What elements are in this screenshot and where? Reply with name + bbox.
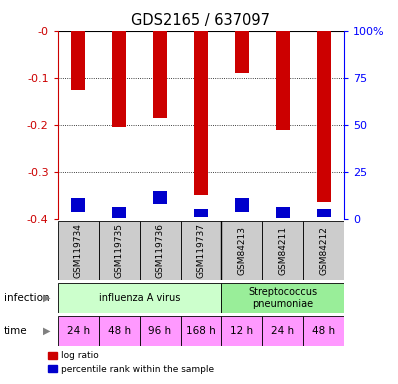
Bar: [276, 31, 290, 129]
Text: 12 h: 12 h: [230, 326, 254, 336]
Text: GSM119735: GSM119735: [115, 223, 124, 278]
FancyBboxPatch shape: [303, 221, 344, 280]
Text: 24 h: 24 h: [66, 326, 90, 336]
Bar: [194, 31, 208, 195]
FancyBboxPatch shape: [181, 316, 221, 346]
Text: 48 h: 48 h: [312, 326, 336, 336]
Text: influenza A virus: influenza A virus: [99, 293, 180, 303]
Title: GDS2165 / 637097: GDS2165 / 637097: [131, 13, 271, 28]
Bar: [153, 191, 167, 204]
Text: 24 h: 24 h: [271, 326, 295, 336]
Bar: [317, 209, 331, 217]
Text: GSM84211: GSM84211: [278, 226, 287, 275]
FancyBboxPatch shape: [58, 221, 99, 280]
Bar: [153, 31, 167, 118]
Text: time: time: [4, 326, 27, 336]
FancyBboxPatch shape: [58, 283, 221, 313]
Text: Streptococcus
pneumoniae: Streptococcus pneumoniae: [248, 287, 318, 309]
Bar: [235, 198, 249, 212]
Bar: [276, 207, 290, 218]
Bar: [112, 207, 126, 218]
Legend: log ratio, percentile rank within the sample: log ratio, percentile rank within the sa…: [44, 348, 217, 377]
Bar: [71, 198, 85, 212]
Bar: [112, 31, 126, 127]
FancyBboxPatch shape: [221, 221, 262, 280]
FancyBboxPatch shape: [99, 221, 140, 280]
Text: GSM119734: GSM119734: [74, 223, 83, 278]
FancyBboxPatch shape: [140, 221, 181, 280]
Text: 96 h: 96 h: [148, 326, 172, 336]
FancyBboxPatch shape: [140, 316, 181, 346]
Text: GSM84212: GSM84212: [319, 226, 328, 275]
Text: GSM119737: GSM119737: [197, 223, 205, 278]
Text: 48 h: 48 h: [107, 326, 131, 336]
Text: ▶: ▶: [43, 293, 51, 303]
FancyBboxPatch shape: [221, 283, 344, 313]
Text: ▶: ▶: [43, 326, 51, 336]
Text: GSM84213: GSM84213: [238, 226, 246, 275]
Text: GSM119736: GSM119736: [156, 223, 164, 278]
FancyBboxPatch shape: [221, 316, 262, 346]
Bar: [71, 31, 85, 89]
Bar: [235, 31, 249, 73]
FancyBboxPatch shape: [303, 316, 344, 346]
FancyBboxPatch shape: [262, 316, 303, 346]
Text: infection: infection: [4, 293, 50, 303]
FancyBboxPatch shape: [262, 221, 303, 280]
FancyBboxPatch shape: [99, 316, 140, 346]
Bar: [317, 31, 331, 202]
FancyBboxPatch shape: [181, 221, 221, 280]
Text: 168 h: 168 h: [186, 326, 216, 336]
FancyBboxPatch shape: [58, 316, 99, 346]
Bar: [194, 210, 208, 217]
